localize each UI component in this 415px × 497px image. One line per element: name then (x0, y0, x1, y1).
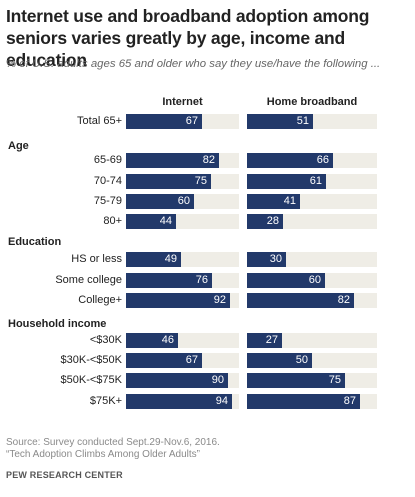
internet-bar-80 (126, 214, 176, 229)
internet-bar-75-79 (126, 194, 194, 209)
bar-value-label: 82 (202, 154, 215, 166)
internet-bar-65-69 (126, 153, 219, 168)
bar-track: 28 (247, 214, 377, 229)
bar-value-label: 92 (213, 294, 226, 306)
bar-track: 76 (126, 273, 239, 288)
internet-bar-30k (126, 333, 178, 348)
bar-track: 44 (126, 214, 239, 229)
broadband-column-header: Home broadband (266, 96, 358, 108)
row-label-50k-75k: $50K-<$75K (60, 374, 122, 386)
bar-value-label: 60 (308, 274, 321, 286)
section-education: Education (8, 236, 62, 248)
broadband-bar-65-69 (247, 153, 333, 168)
bar-value-label: 28 (266, 215, 279, 227)
bar-track: 67 (126, 353, 239, 368)
row-label-70-74: 70-74 (93, 175, 122, 187)
chart-subtitle: % of U.S. adults ages 65 and older who s… (6, 58, 381, 70)
bar-value-label: 60 (177, 195, 190, 207)
bar-track: 60 (126, 194, 239, 209)
bar-track: 87 (247, 394, 377, 409)
section-age: Age (8, 140, 29, 152)
broadband-bar-80 (247, 214, 283, 229)
bar-track: 50 (247, 353, 377, 368)
internet-bar-some-college (126, 273, 212, 288)
bar-track: 82 (247, 293, 377, 308)
row-label-30k-50k: $30K-<$50K (60, 354, 122, 366)
bar-value-label: 94 (215, 395, 228, 407)
bar-value-label: 66 (316, 154, 329, 166)
source-note: Source: Survey conducted Sept.29-Nov.6, … (6, 437, 220, 461)
bar-track: 75 (126, 174, 239, 189)
broadband-bar-total-65 (247, 114, 313, 129)
source-line-1: Source: Survey conducted Sept.29-Nov.6, … (6, 437, 220, 448)
broadband-bar-30k (247, 333, 282, 348)
row-label-75k: $75K+ (89, 395, 122, 407)
bar-value-label: 67 (185, 354, 198, 366)
broadband-bar-some-college (247, 273, 325, 288)
row-label-80: 80+ (103, 215, 122, 227)
bar-value-label: 67 (185, 115, 198, 127)
bar-track: 94 (126, 394, 239, 409)
bar-track: 82 (126, 153, 239, 168)
broadband-bar-college (247, 293, 354, 308)
bar-value-label: 90 (211, 374, 224, 386)
bar-track: 67 (126, 114, 239, 129)
internet-bar-30k-50k (126, 353, 202, 368)
internet-bar-total-65 (126, 114, 202, 129)
internet-bar-hs-or-less (126, 252, 181, 267)
bar-value-label: 82 (337, 294, 350, 306)
bar-value-label: 87 (343, 395, 356, 407)
bar-value-label: 27 (265, 334, 278, 346)
pew-logo: PEW RESEARCH CENTER (6, 470, 123, 480)
row-label-75-79: 75-79 (93, 195, 122, 207)
bar-value-label: 50 (295, 354, 308, 366)
section-household-income: Household income (8, 318, 107, 330)
bar-track: 51 (247, 114, 377, 129)
bar-track: 27 (247, 333, 377, 348)
internet-bar-50k-75k (126, 373, 228, 388)
broadband-bar-50k-75k (247, 373, 345, 388)
chart-title: Internet use and broadband adoption amon… (6, 6, 370, 70)
broadband-bar-75-79 (247, 194, 300, 209)
source-line-2: “Tech Adoption Climbs Among Older Adults… (6, 449, 200, 460)
bar-track: 61 (247, 174, 377, 189)
bar-track: 46 (126, 333, 239, 348)
bar-value-label: 75 (194, 175, 207, 187)
internet-bar-75k (126, 394, 232, 409)
bar-value-label: 44 (159, 215, 172, 227)
bar-track: 66 (247, 153, 377, 168)
bar-track: 49 (126, 252, 239, 267)
bar-track: 30 (247, 252, 377, 267)
bar-value-label: 41 (283, 195, 296, 207)
row-label-65-69: 65-69 (93, 154, 122, 166)
broadband-bar-75k (247, 394, 360, 409)
bar-value-label: 51 (296, 115, 309, 127)
broadband-bar-70-74 (247, 174, 326, 189)
row-label-hs-or-less: HS or less (71, 253, 122, 265)
bar-value-label: 61 (309, 175, 322, 187)
broadband-bar-30k-50k (247, 353, 312, 368)
bar-track: 75 (247, 373, 377, 388)
internet-column-header: Internet (162, 96, 203, 108)
bar-value-label: 75 (328, 374, 341, 386)
bar-value-label: 49 (164, 253, 177, 265)
internet-bar-70-74 (126, 174, 211, 189)
broadband-bar-hs-or-less (247, 252, 286, 267)
bar-track: 60 (247, 273, 377, 288)
row-label-30k: <$30K (89, 334, 122, 346)
bar-value-label: 46 (161, 334, 174, 346)
row-label-total-65: Total 65+ (77, 115, 122, 127)
row-label-college: College+ (78, 294, 122, 306)
bar-track: 92 (126, 293, 239, 308)
bar-track: 90 (126, 373, 239, 388)
bar-track: 41 (247, 194, 377, 209)
bar-value-label: 76 (195, 274, 208, 286)
internet-bar-college (126, 293, 230, 308)
row-label-some-college: Some college (55, 274, 122, 286)
bar-value-label: 30 (269, 253, 282, 265)
